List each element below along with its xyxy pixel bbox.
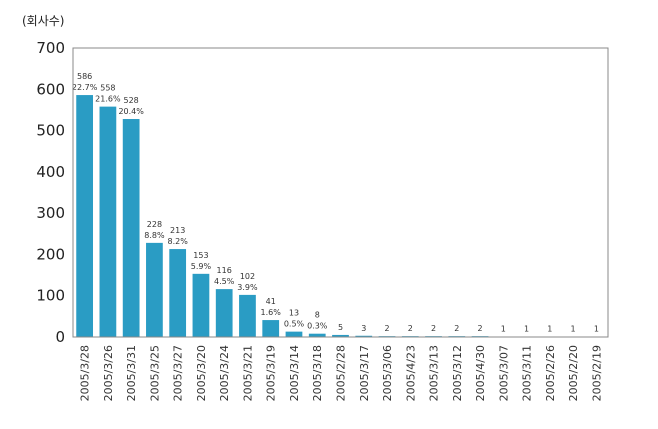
x-tick-label: 2005/3/27	[172, 345, 185, 401]
percent-label: 5.9%	[191, 262, 212, 271]
x-tick-label: 2005/3/18	[311, 345, 324, 401]
bar	[239, 295, 256, 337]
value-label: 13	[289, 309, 299, 318]
value-label: 2	[431, 324, 436, 333]
bar	[286, 332, 303, 337]
y-axis-unit-label: (회사수)	[22, 14, 64, 28]
x-tick-label: 2005/3/07	[497, 345, 510, 401]
value-label: 1	[501, 325, 506, 334]
y-axis: 0 100 200 300 400 500 600 700	[36, 39, 65, 346]
x-tick-label: 2005/3/19	[265, 345, 278, 401]
x-tick-label: 2005/3/13	[428, 345, 441, 401]
percent-label: 22.7%	[72, 83, 98, 92]
y-tick-label: 300	[36, 204, 65, 222]
x-tick-label: 2005/3/31	[125, 345, 138, 401]
x-tick-label: 2005/2/20	[567, 345, 580, 401]
x-tick-label: 2005/2/19	[590, 345, 603, 401]
value-label: 1	[524, 325, 529, 334]
percent-label: 8.8%	[144, 231, 165, 240]
x-axis: 2005/3/28 2005/3/26 2005/3/31 2005/3/25 2005…	[79, 345, 604, 401]
x-tick-label: 2005/3/26	[102, 345, 115, 401]
percent-label: 20.4%	[118, 107, 144, 116]
x-tick-label: 2005/3/28	[79, 345, 92, 401]
value-label: 8	[315, 311, 320, 320]
y-tick-label: 500	[36, 122, 65, 140]
value-label: 2	[478, 324, 483, 333]
value-label: 558	[100, 84, 115, 93]
value-label: 2	[408, 324, 413, 333]
bar	[193, 274, 210, 337]
y-tick-label: 200	[36, 245, 65, 263]
value-label: 2	[454, 324, 459, 333]
bar	[146, 243, 163, 337]
value-label: 5	[338, 323, 343, 332]
value-label: 102	[240, 272, 255, 281]
bar	[100, 107, 117, 337]
value-label: 1	[594, 325, 599, 334]
percent-label: 0.5%	[284, 320, 305, 329]
y-tick-label: 100	[36, 287, 65, 305]
x-tick-label: 2005/3/12	[451, 345, 464, 401]
bar	[169, 249, 186, 337]
y-tick-label: 600	[36, 80, 65, 98]
percent-label: 8.2%	[168, 237, 189, 246]
percent-label: 0.3%	[307, 322, 328, 331]
x-tick-label: 2005/3/24	[218, 345, 231, 401]
value-label: 2	[384, 324, 389, 333]
y-tick-label: 400	[36, 163, 65, 181]
y-tick-label: 700	[36, 39, 65, 57]
x-tick-label: 2005/2/26	[544, 345, 557, 401]
percent-label: 4.5%	[214, 277, 235, 286]
value-label: 228	[147, 220, 162, 229]
bar	[216, 289, 233, 337]
percent-label: 1.6%	[261, 308, 282, 317]
percent-label: 21.6%	[95, 95, 121, 104]
value-label: 3	[361, 324, 366, 333]
y-tick-label: 0	[55, 328, 65, 346]
percent-label: 3.9%	[237, 283, 258, 292]
x-tick-label: 2005/3/14	[288, 345, 301, 401]
x-tick-label: 2005/4/23	[404, 345, 417, 401]
x-tick-label: 2005/3/11	[521, 345, 534, 401]
x-tick-label: 2005/3/21	[241, 345, 254, 401]
x-tick-label: 2005/3/20	[195, 345, 208, 401]
bar	[76, 95, 93, 337]
x-tick-label: 2005/3/06	[381, 345, 394, 401]
value-label: 586	[77, 72, 92, 81]
x-tick-label: 2005/2/28	[335, 345, 348, 401]
value-label: 213	[170, 226, 185, 235]
bar	[123, 119, 140, 337]
bar	[262, 320, 279, 337]
value-label: 116	[217, 266, 232, 275]
bars-group	[76, 95, 604, 337]
value-label: 41	[266, 297, 276, 306]
value-label: 153	[193, 251, 208, 260]
x-tick-label: 2005/3/17	[358, 345, 371, 401]
value-label: 1	[571, 325, 576, 334]
value-label: 1	[547, 325, 552, 334]
x-tick-label: 2005/3/25	[148, 345, 161, 401]
value-label: 528	[124, 96, 139, 105]
x-tick-label: 2005/4/30	[474, 345, 487, 401]
